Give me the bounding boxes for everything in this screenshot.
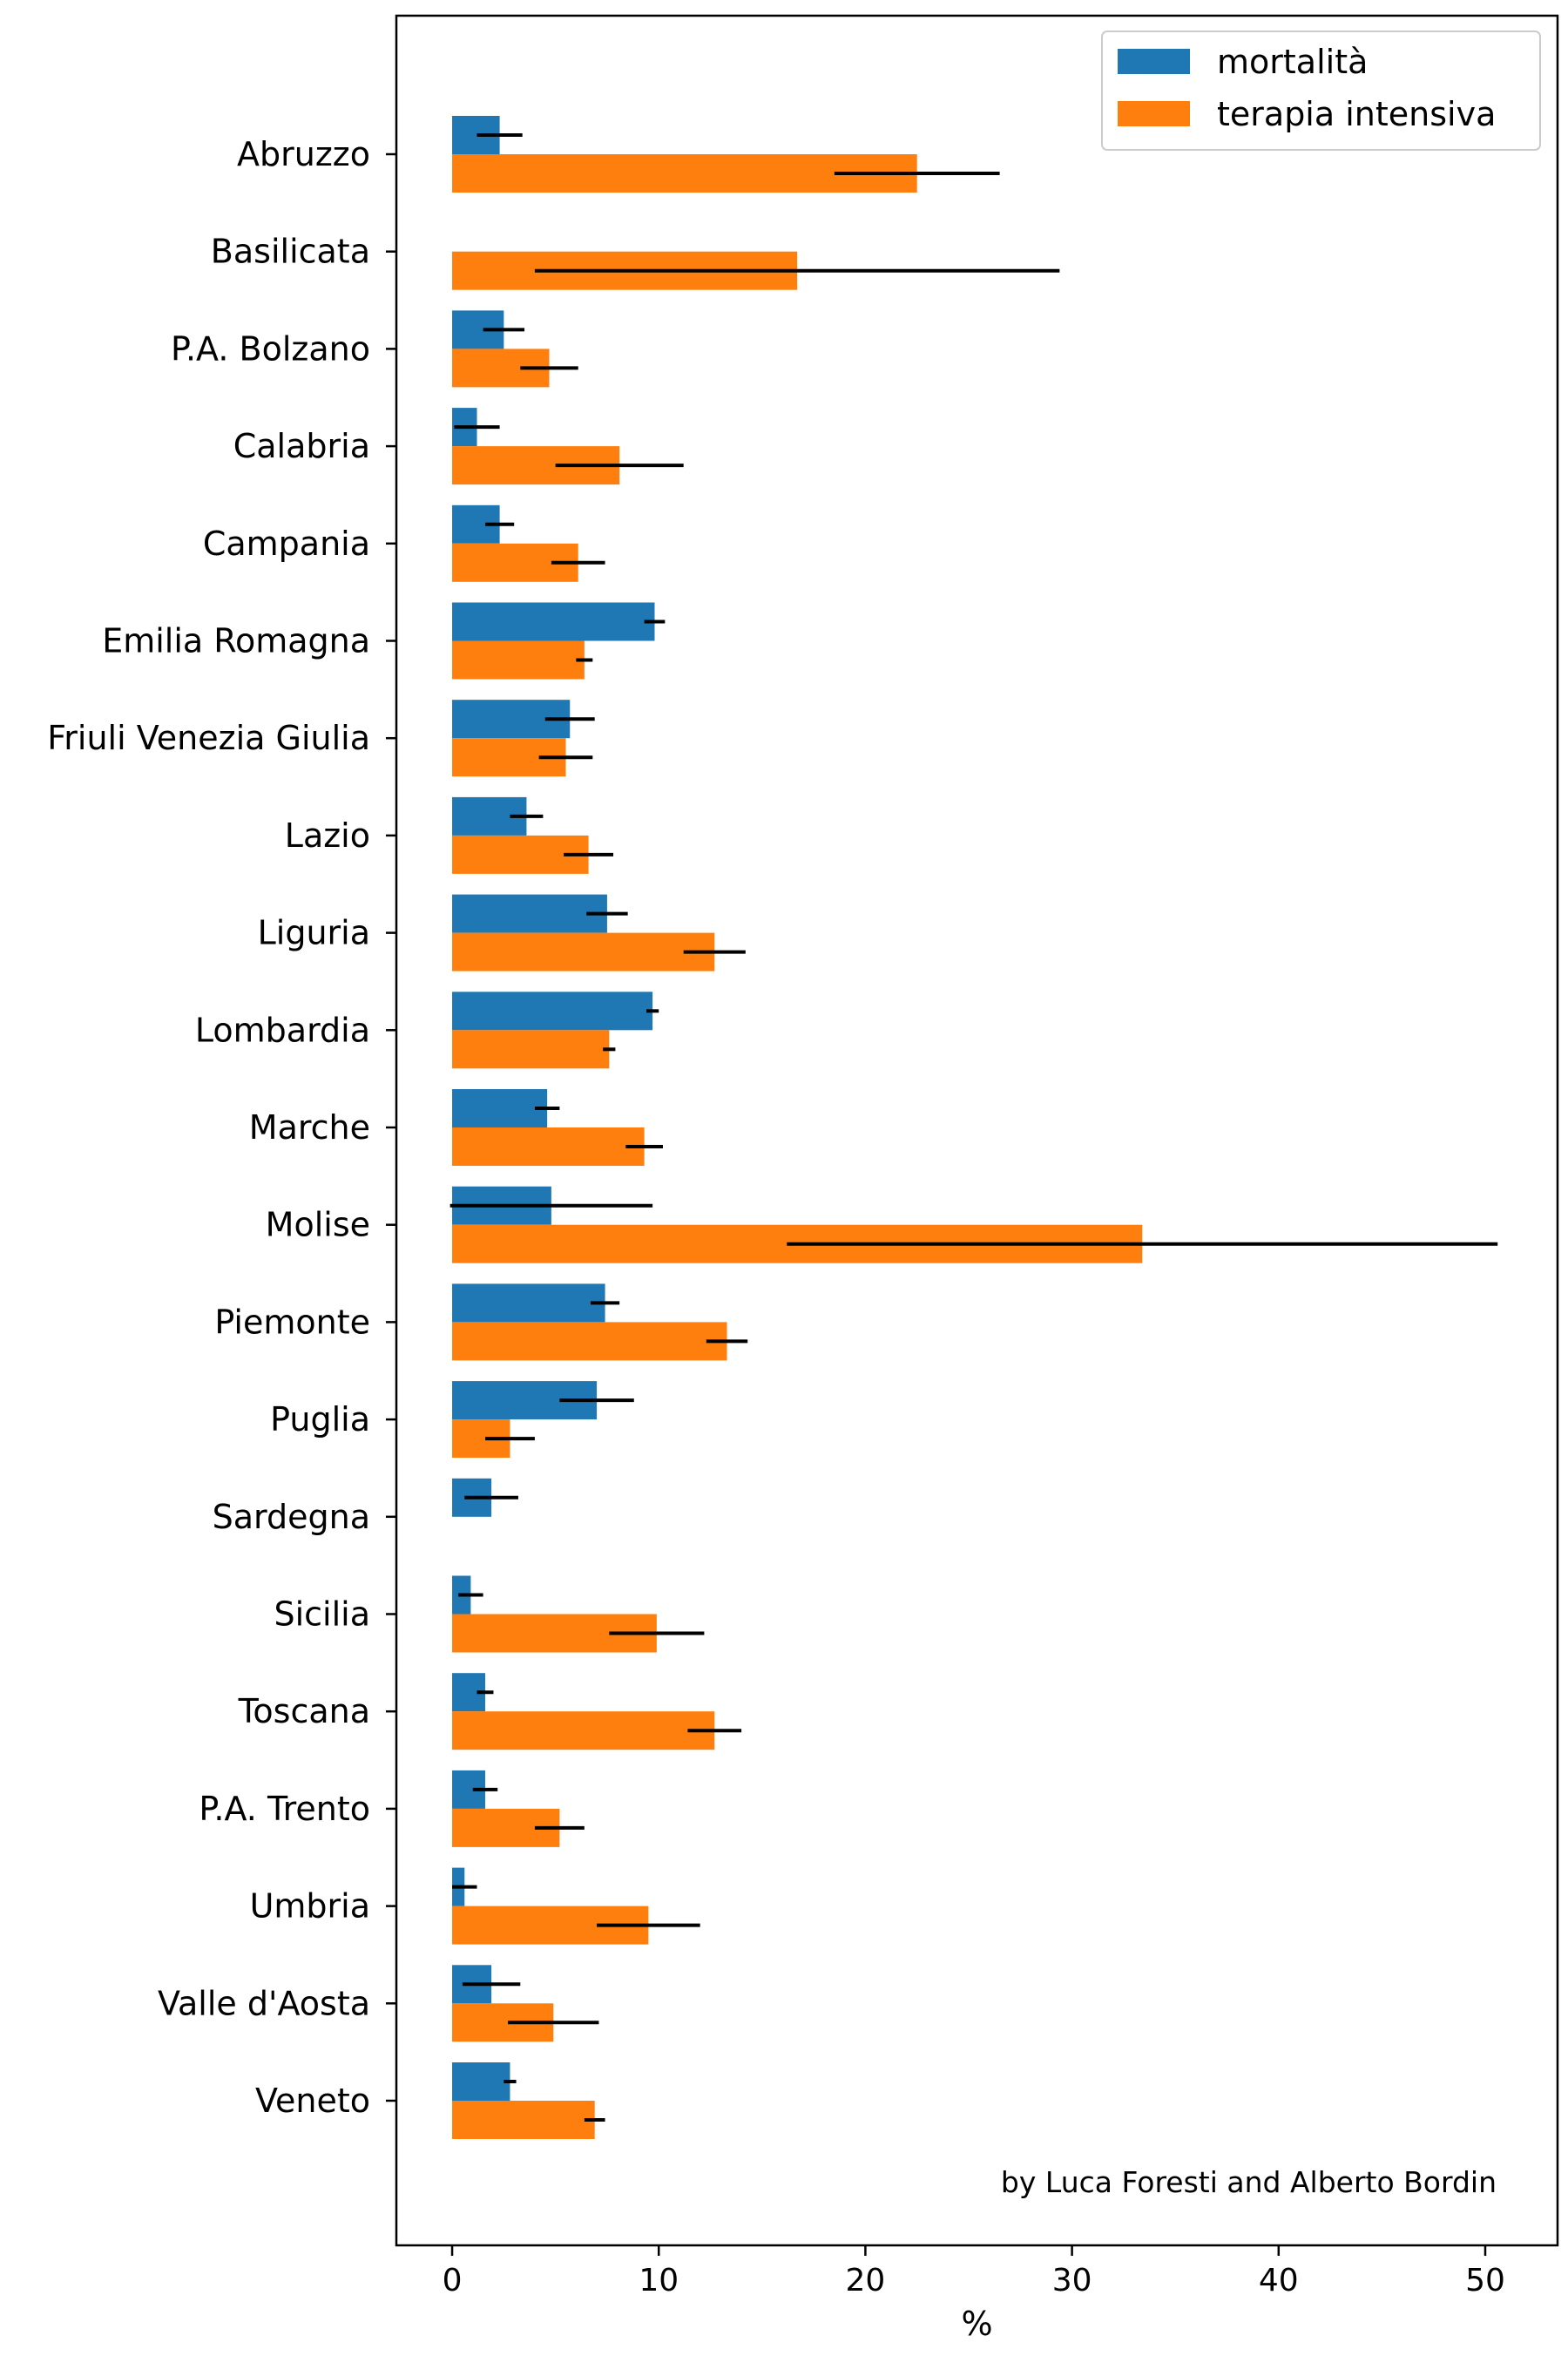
y-tick-label-toscana: Toscana	[238, 1692, 370, 1730]
bar-terapia-intensiva-toscana	[452, 1711, 715, 1750]
bar-mortalita-marche	[452, 1089, 548, 1127]
y-tick-label-p-a-bolzano: P.A. Bolzano	[171, 329, 370, 368]
x-tick-label-50: 50	[1465, 2263, 1505, 2298]
error-bars-layer	[449, 133, 1498, 2122]
y-tick-label-sardegna: Sardegna	[213, 1498, 370, 1536]
bar-terapia-intensiva-marche	[452, 1127, 645, 1166]
bar-terapia-intensiva-piemonte	[452, 1322, 727, 1361]
bar-mortalita-emilia-romagna	[452, 602, 655, 641]
x-tick-label-40: 40	[1259, 2263, 1299, 2298]
y-tick-label-emilia-romagna: Emilia Romagna	[102, 622, 370, 660]
y-tick-label-sicilia: Sicilia	[274, 1595, 370, 1634]
y-tick-label-lazio: Lazio	[285, 816, 370, 855]
y-tick-label-lombardia: Lombardia	[195, 1011, 370, 1049]
bar-mortalita-piemonte	[452, 1283, 605, 1323]
bars-layer	[452, 116, 1143, 2139]
x-tick-label-30: 30	[1052, 2263, 1092, 2298]
legend: mortalità terapia intensiva	[1101, 30, 1541, 151]
y-tick-label-campania: Campania	[203, 525, 370, 563]
y-tick-label-marche: Marche	[249, 1108, 370, 1147]
y-tick-label-basilicata: Basilicata	[211, 233, 370, 271]
legend-swatch-terapia-intensiva	[1118, 101, 1190, 126]
x-tick-label-10: 10	[639, 2263, 679, 2298]
credit-annotation: by Luca Foresti and Alberto Bordin	[1001, 2165, 1497, 2199]
x-axis-label: %	[961, 2305, 992, 2343]
bar-terapia-intensiva-emilia-romagna	[452, 640, 585, 680]
bar-terapia-intensiva-liguria	[452, 932, 715, 972]
y-tick-label-liguria: Liguria	[258, 914, 370, 952]
x-tick-label-20: 20	[846, 2263, 886, 2298]
y-tick-label-p-a-trento: P.A. Trento	[199, 1790, 370, 1828]
y-tick-label-friuli-venezia-giulia: Friuli Venezia Giulia	[47, 719, 370, 757]
y-axis: Abruzzo Basilicata P.A. Bolzano Calabria Cam…	[47, 135, 396, 2120]
legend-swatch-mortalita	[1118, 49, 1190, 74]
bar-mortalita-liguria	[452, 894, 607, 933]
y-tick-label-abruzzo: Abruzzo	[237, 135, 370, 173]
legend-box	[1101, 30, 1541, 151]
bar-terapia-intensiva-lombardia	[452, 1030, 610, 1069]
y-tick-label-umbria: Umbria	[250, 1887, 370, 1926]
bar-mortalita-veneto	[452, 2062, 510, 2101]
y-tick-label-veneto: Veneto	[255, 2082, 370, 2120]
x-tick-label-0: 0	[443, 2263, 463, 2298]
y-tick-label-puglia: Puglia	[270, 1400, 370, 1439]
y-tick-label-valle-d-aosta: Valle d'Aosta	[158, 1984, 370, 2022]
legend-label-terapia-intensiva: terapia intensiva	[1217, 95, 1496, 133]
plot-frame	[395, 14, 1559, 2247]
y-tick-label-calabria: Calabria	[233, 427, 370, 465]
y-tick-label-molise: Molise	[266, 1206, 370, 1244]
x-axis: 0 10 20 30 40 50	[443, 2245, 1505, 2298]
legend-label-mortalita: mortalità	[1217, 43, 1368, 81]
bar-terapia-intensiva-veneto	[452, 2101, 595, 2139]
bar-mortalita-lombardia	[452, 992, 653, 1031]
y-tick-label-piemonte: Piemonte	[214, 1303, 370, 1341]
